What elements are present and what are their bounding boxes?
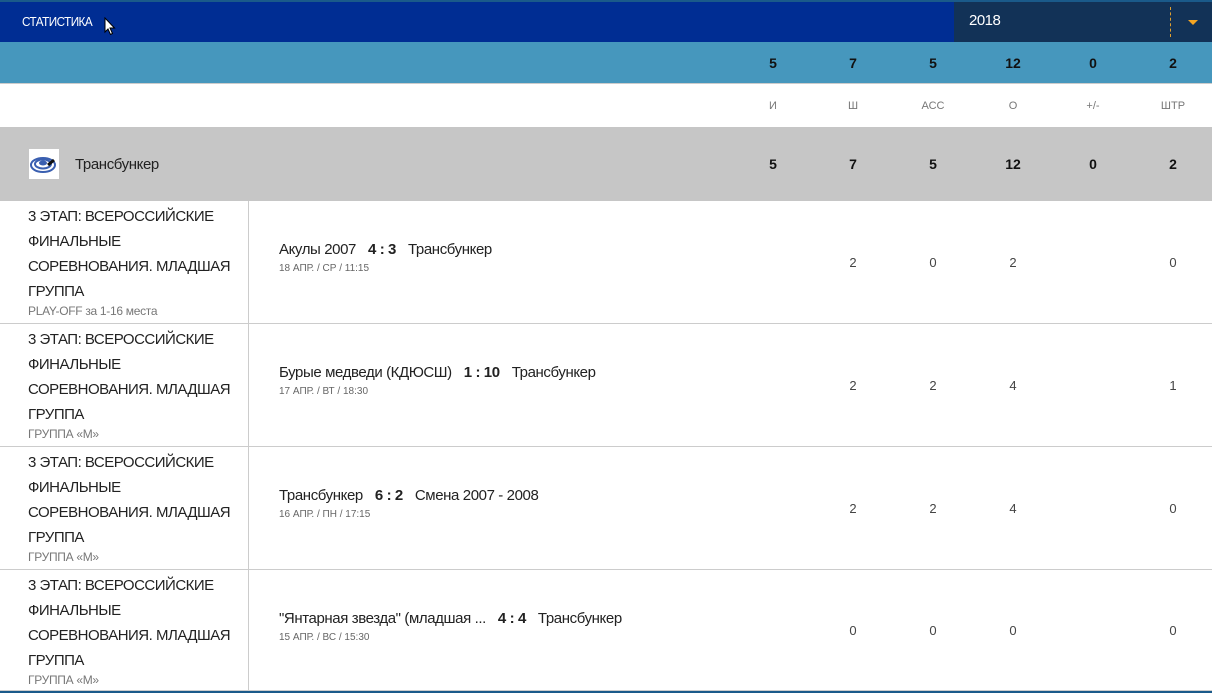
- match-date: 17 АПР. / ВТ / 18:30: [279, 386, 369, 397]
- match-date: 15 АПР. / ВС / 15:30: [279, 632, 370, 643]
- team-row: Трансбункер 5 7 5 12 0 2: [0, 127, 1212, 201]
- stage-title: 3 ЭТАП: ВСЕРОССИЙСКИЕ ФИНАЛЬНЫЕ СОРЕВНОВ…: [28, 577, 231, 669]
- away-team[interactable]: Трансбункер: [537, 610, 622, 627]
- match-stat: 0: [1169, 254, 1177, 270]
- match-stat: 2: [929, 377, 937, 393]
- match-stat: 0: [929, 622, 937, 638]
- match-score[interactable]: 4 : 4: [497, 610, 526, 627]
- bottom-border: [0, 691, 1212, 693]
- match-row[interactable]: 3 ЭТАП: ВСЕРОССИЙСКИЕ ФИНАЛЬНЫЕ СОРЕВНОВ…: [0, 201, 1212, 324]
- match-date: 16 АПР. / ПН / 17:15: [279, 509, 371, 520]
- totals-row: 5 7 5 12 0 2: [0, 42, 1212, 84]
- match-stat: 2: [849, 500, 857, 516]
- match-stat: 1: [1169, 377, 1177, 393]
- year-select[interactable]: 2018: [954, 2, 1212, 42]
- match-stat: 2: [849, 254, 857, 270]
- match-stat: 4: [1009, 377, 1017, 393]
- total-value: 5: [929, 54, 937, 71]
- stage-title: 3 ЭТАП: ВСЕРОССИЙСКИЕ ФИНАЛЬНЫЕ СОРЕВНОВ…: [28, 208, 231, 300]
- column-headers: И Ш АСС О +/- ШТР: [0, 85, 1212, 127]
- match-score[interactable]: 1 : 10: [463, 364, 500, 381]
- match-stat: 0: [1169, 500, 1177, 516]
- mouse-cursor-icon: [104, 17, 116, 36]
- total-value: 12: [1005, 54, 1021, 71]
- match-row[interactable]: 3 ЭТАП: ВСЕРОССИЙСКИЕ ФИНАЛЬНЫЕ СОРЕВНОВ…: [0, 447, 1212, 570]
- stage-cell: 3 ЭТАП: ВСЕРОССИЙСКИЕ ФИНАЛЬНЫЕ СОРЕВНОВ…: [0, 324, 249, 446]
- match-info[interactable]: Трансбункер 6 : 2 Смена 2007 - 2008 16 АПР…: [279, 487, 539, 520]
- stage-title: 3 ЭТАП: ВСЕРОССИЙСКИЕ ФИНАЛЬНЫЕ СОРЕВНОВ…: [28, 454, 231, 546]
- away-team[interactable]: Смена 2007 - 2008: [414, 487, 539, 504]
- total-value: 0: [1089, 54, 1097, 71]
- match-stat: 2: [849, 377, 857, 393]
- match-stat: [1053, 570, 1133, 690]
- match-stat: [733, 447, 813, 569]
- team-stat: 0: [1089, 156, 1097, 172]
- match-row[interactable]: 3 ЭТАП: ВСЕРОССИЙСКИЕ ФИНАЛЬНЫЕ СОРЕВНОВ…: [0, 570, 1212, 691]
- match-stat: 4: [1009, 500, 1017, 516]
- team-stat: 5: [929, 156, 937, 172]
- stage-cell: 3 ЭТАП: ВСЕРОССИЙСКИЕ ФИНАЛЬНЫЕ СОРЕВНОВ…: [0, 570, 249, 690]
- away-team[interactable]: Трансбункер: [408, 241, 492, 258]
- chevron-down-icon[interactable]: [1188, 20, 1198, 25]
- total-value: 2: [1169, 54, 1177, 71]
- match-stat: [733, 201, 813, 323]
- match-stat: 0: [849, 622, 857, 638]
- match-stat: [1053, 324, 1133, 446]
- total-value: 7: [849, 54, 857, 71]
- column-header[interactable]: +/-: [1086, 100, 1100, 112]
- column-header[interactable]: О: [1008, 100, 1018, 112]
- stage-subtitle: PLAY-OFF за 1-16 места: [28, 304, 158, 318]
- stage-subtitle: ГРУППА «М»: [28, 550, 99, 564]
- stage-cell: 3 ЭТАП: ВСЕРОССИЙСКИЕ ФИНАЛЬНЫЕ СОРЕВНОВ…: [0, 201, 249, 323]
- match-stat: [733, 324, 813, 446]
- home-team[interactable]: Акулы 2007: [279, 241, 356, 258]
- year-value: 2018: [969, 12, 1001, 29]
- team-stat: 2: [1169, 156, 1177, 172]
- match-stat: 0: [929, 254, 937, 270]
- match-stat: 0: [1169, 622, 1177, 638]
- match-stat: [1053, 447, 1133, 569]
- home-team[interactable]: Бурые медведи (КДЮСШ): [279, 364, 452, 381]
- match-info[interactable]: "Янтарная звезда" (младшая ... 4 : 4 Транс…: [279, 610, 622, 643]
- match-date: 18 АПР. / СР / 11:15: [279, 263, 370, 274]
- stats-title[interactable]: СТАТИСТИКА: [22, 14, 93, 29]
- stage-subtitle: ГРУППА «М»: [28, 673, 99, 687]
- team-stat: 12: [1005, 156, 1021, 172]
- match-score[interactable]: 4 : 3: [367, 241, 396, 258]
- total-value: 5: [769, 54, 777, 71]
- match-score[interactable]: 6 : 2: [374, 487, 403, 504]
- stage-cell: 3 ЭТАП: ВСЕРОССИЙСКИЕ ФИНАЛЬНЫЕ СОРЕВНОВ…: [0, 447, 249, 569]
- team-logo-icon: [29, 149, 59, 179]
- team-stat: 5: [769, 156, 777, 172]
- match-stat: 2: [1009, 254, 1017, 270]
- away-team[interactable]: Трансбункер: [511, 364, 596, 381]
- match-info[interactable]: Акулы 2007 4 : 3 Трансбункер 18 АПР. / СР …: [279, 241, 492, 274]
- match-stat: [733, 570, 813, 690]
- divider: [1170, 7, 1171, 37]
- column-header[interactable]: ШТР: [1160, 100, 1186, 112]
- match-stat: 0: [1009, 622, 1017, 638]
- top-bar: СТАТИСТИКА 2018: [0, 0, 1212, 42]
- match-row[interactable]: 3 ЭТАП: ВСЕРОССИЙСКИЕ ФИНАЛЬНЫЕ СОРЕВНОВ…: [0, 324, 1212, 447]
- column-header[interactable]: И: [769, 100, 777, 112]
- home-team[interactable]: "Янтарная звезда" (младшая ...: [279, 610, 486, 627]
- team-stat: 7: [849, 156, 857, 172]
- stage-title: 3 ЭТАП: ВСЕРОССИЙСКИЕ ФИНАЛЬНЫЕ СОРЕВНОВ…: [28, 331, 231, 423]
- team-name[interactable]: Трансбункер: [75, 156, 159, 173]
- match-stat: 2: [929, 500, 937, 516]
- column-header[interactable]: АСС: [921, 100, 945, 112]
- match-stat: [1053, 201, 1133, 323]
- home-team[interactable]: Трансбункер: [279, 487, 363, 504]
- match-info[interactable]: Бурые медведи (КДЮСШ) 1 : 10 Трансбункер 1…: [279, 364, 596, 397]
- column-header[interactable]: Ш: [847, 100, 859, 112]
- stage-subtitle: ГРУППА «М»: [28, 427, 99, 441]
